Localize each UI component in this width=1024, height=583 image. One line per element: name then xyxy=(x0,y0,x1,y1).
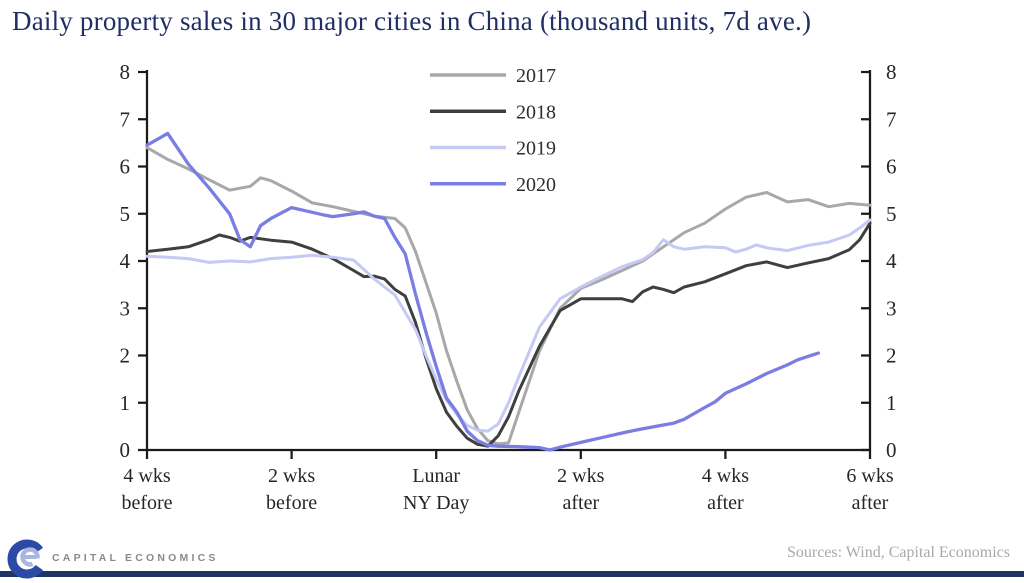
y-tick-label-left: 4 xyxy=(120,249,131,273)
chart-title: Daily property sales in 30 major cities … xyxy=(12,6,812,36)
y-tick-label-left: 5 xyxy=(120,202,131,226)
y-tick-label-left: 8 xyxy=(120,60,131,84)
y-tick-label-left: 6 xyxy=(120,155,131,179)
y-tick-label-right: 8 xyxy=(886,60,897,84)
y-tick-label-right: 3 xyxy=(886,296,897,320)
y-tick-label-right: 1 xyxy=(886,391,897,415)
legend-label-2017: 2017 xyxy=(516,65,556,87)
series-line-2020 xyxy=(145,131,821,452)
footer-bar xyxy=(0,571,1024,577)
x-tick-label: 2 wks xyxy=(557,465,604,487)
y-tick-label-left: 1 xyxy=(120,391,131,415)
logo-outer-c xyxy=(7,539,43,579)
x-tick-label: 2 wks xyxy=(268,465,315,487)
legend-label-2019: 2019 xyxy=(516,138,556,160)
y-tick-label-right: 2 xyxy=(886,344,897,368)
x-tick-label: NY Day xyxy=(403,492,469,514)
brand-text: CAPITAL ECONOMICS xyxy=(52,552,219,564)
y-tick-label-right: 6 xyxy=(886,155,897,179)
y-tick-label-left: 0 xyxy=(120,438,131,462)
x-tick-label: 6 wks xyxy=(846,465,893,487)
y-tick-label-right: 5 xyxy=(886,202,897,226)
x-tick-label: Lunar xyxy=(412,465,460,487)
legend-label-2018: 2018 xyxy=(516,101,556,123)
y-tick-label-right: 4 xyxy=(886,249,897,273)
y-tick-label-right: 7 xyxy=(886,107,897,131)
y-tick-label-left: 2 xyxy=(120,344,131,368)
footer-bar-rect xyxy=(0,571,1024,577)
series-line-2018 xyxy=(145,221,872,448)
line-chart: 0 0 1 1 2 2 3 3 4 4 5 5 6 6 7 7 8 8 4 wks before 2 wks before… xyxy=(120,60,898,514)
y-tick-label-left: 3 xyxy=(120,296,131,320)
x-tick-label: after xyxy=(562,492,599,514)
sources-text: Sources: Wind, Capital Economics xyxy=(786,544,1010,561)
y-tick-label-right: 0 xyxy=(886,438,897,462)
legend-label-2020: 2020 xyxy=(516,174,556,196)
x-tick-label: after xyxy=(852,492,889,514)
logo-inner-e-arc xyxy=(20,547,40,567)
series-line-2019 xyxy=(145,218,872,433)
y-tick-label-left: 7 xyxy=(120,107,131,131)
capital-economics-logo xyxy=(7,539,43,579)
x-tick-label: before xyxy=(121,492,172,514)
x-tick-label: 4 wks xyxy=(702,465,749,487)
x-tick-label: 4 wks xyxy=(123,465,170,487)
series-line-2017 xyxy=(145,146,872,446)
x-tick-label: before xyxy=(266,492,317,514)
x-tick-label: after xyxy=(707,492,744,514)
